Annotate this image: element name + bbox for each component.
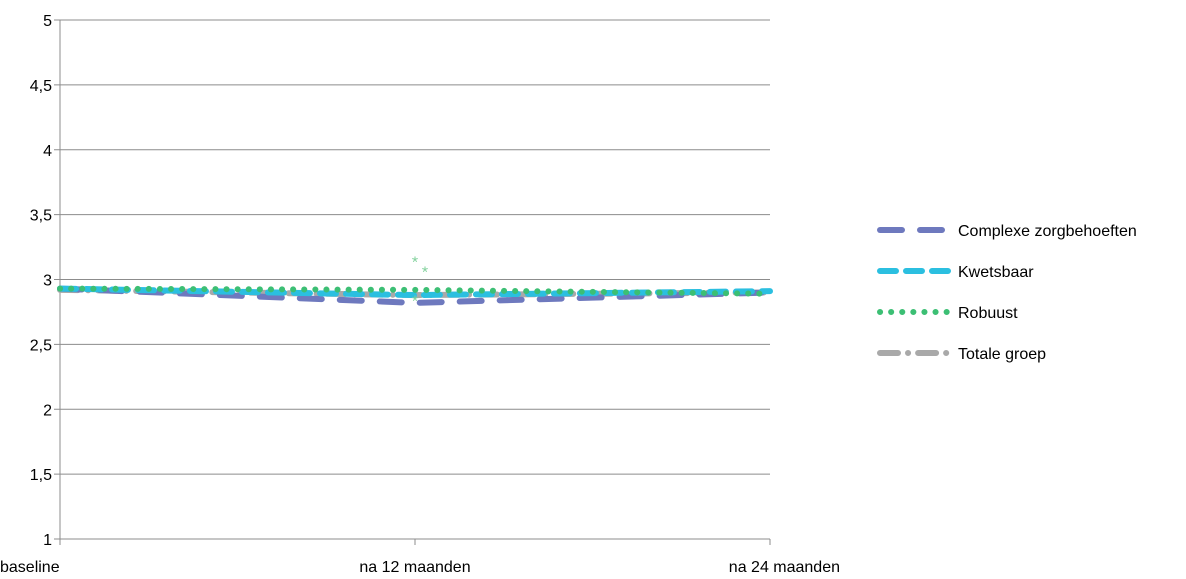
plot-series: [57, 285, 773, 306]
annotation-marker: ***: [412, 255, 428, 311]
gridlines: [60, 19, 770, 475]
legend: Complexe zorgbehoeften Kwetsbaar Robuust To…: [877, 223, 1137, 363]
x-tick-label: na 24 maanden: [729, 559, 840, 576]
y-axis: 1 1,5 2 2,5 3 3,5 4 4,5 5: [30, 13, 61, 549]
x-tick-label: na 12 maanden: [359, 559, 470, 576]
x-axis: baseline na 12 maanden na 24 maanden: [0, 538, 840, 576]
annotation-star: *: [412, 255, 418, 272]
legend-label: Complexe zorgbehoeften: [958, 223, 1137, 240]
y-tick-label: 2: [43, 402, 52, 419]
y-tick-label: 2,5: [30, 337, 52, 354]
y-tick-label: 3: [43, 273, 52, 290]
y-tick-label: 1: [43, 532, 52, 549]
x-tick-label: baseline: [0, 559, 60, 576]
annotation-star: *: [412, 294, 418, 311]
y-tick-label: 3,5: [30, 208, 52, 225]
y-tick-label: 5: [43, 13, 52, 30]
y-tick-label: 4,5: [30, 78, 52, 95]
legend-label: Robuust: [958, 305, 1018, 322]
legend-label: Totale groep: [958, 346, 1046, 363]
y-tick-label: 1,5: [30, 467, 52, 484]
y-tick-label: 4: [43, 143, 52, 160]
annotation-star: *: [422, 265, 428, 282]
legend-label: Kwetsbaar: [958, 264, 1034, 281]
